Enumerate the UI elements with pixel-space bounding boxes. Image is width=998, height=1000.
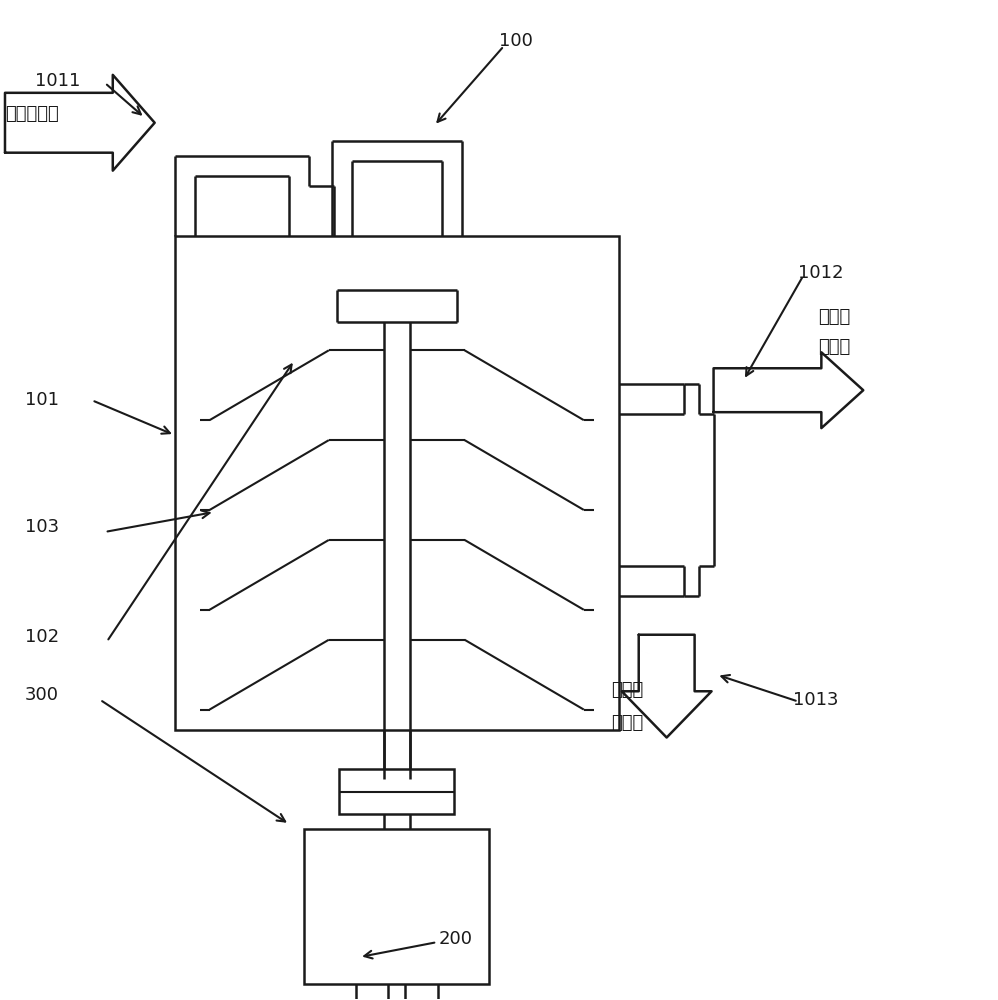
Bar [175,236,619,730]
Text: 1012: 1012 [798,264,844,282]
Bar [304,829,489,984]
Text: 200: 200 [439,930,473,948]
Text: 102: 102 [25,628,59,646]
Text: 的油液: 的油液 [611,714,643,732]
Text: 的氣體: 的氣體 [818,338,850,356]
Text: 分離后: 分離后 [818,308,850,326]
Text: 油氣混合物: 油氣混合物 [5,105,59,123]
Text: 101: 101 [25,391,59,409]
Text: 300: 300 [25,686,59,704]
Text: 分離后: 分離后 [611,681,643,699]
Text: 100: 100 [499,32,533,50]
Bar [339,769,454,814]
Text: 103: 103 [25,518,59,536]
Text: 1013: 1013 [793,691,839,709]
Text: 1011: 1011 [35,72,80,90]
